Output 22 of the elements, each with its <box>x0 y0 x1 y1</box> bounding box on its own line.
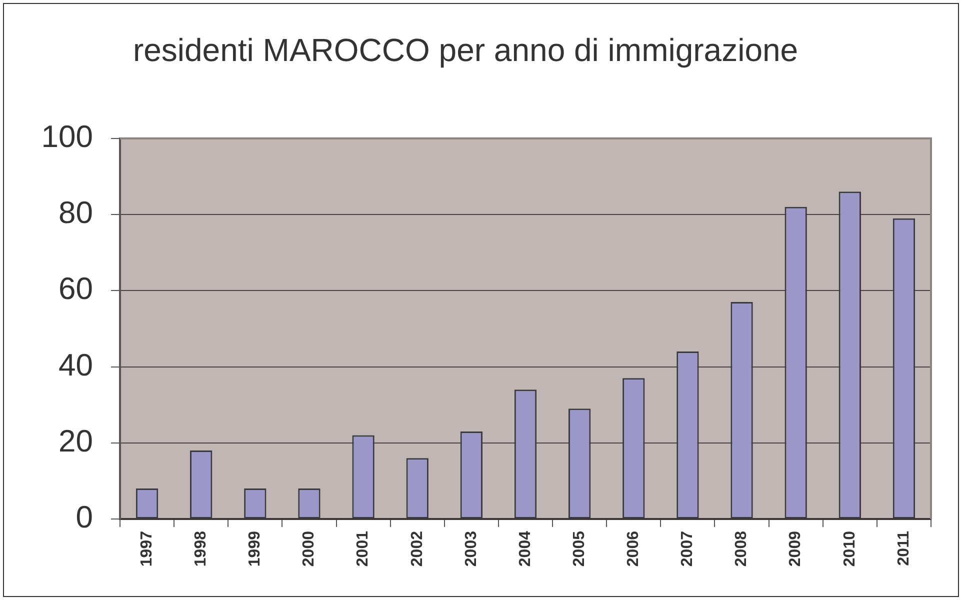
y-tick-label: 40 <box>58 347 93 382</box>
x-tick-label: 1998 <box>192 530 210 567</box>
y-tick-label: 20 <box>58 423 93 458</box>
x-tick-label: 2008 <box>733 530 750 567</box>
x-tick-label: 1999 <box>246 530 264 567</box>
y-tick-label: 60 <box>58 271 93 306</box>
x-tick-label: 2003 <box>462 530 480 567</box>
x-tick-label: 2009 <box>787 530 804 567</box>
x-tick-label: 2011 <box>895 530 912 566</box>
x-tick-label: 1997 <box>138 530 156 567</box>
x-tick-label: 2006 <box>625 530 642 567</box>
x-tick-label: 2007 <box>679 530 696 567</box>
y-tick-label: 80 <box>58 195 93 230</box>
x-tick-label: 2001 <box>354 530 372 567</box>
x-tick-label: 2005 <box>570 530 588 567</box>
y-tick-label: 100 <box>41 118 93 154</box>
y-tick-label: 0 <box>76 500 93 535</box>
x-tick-label: 2002 <box>408 530 426 567</box>
x-tick-label: 2000 <box>300 530 318 567</box>
x-tick-label: 2004 <box>516 530 534 567</box>
x-tick-label: 2010 <box>841 530 858 567</box>
chart-title: residenti MAROCCO per anno di immigrazione <box>132 32 798 68</box>
